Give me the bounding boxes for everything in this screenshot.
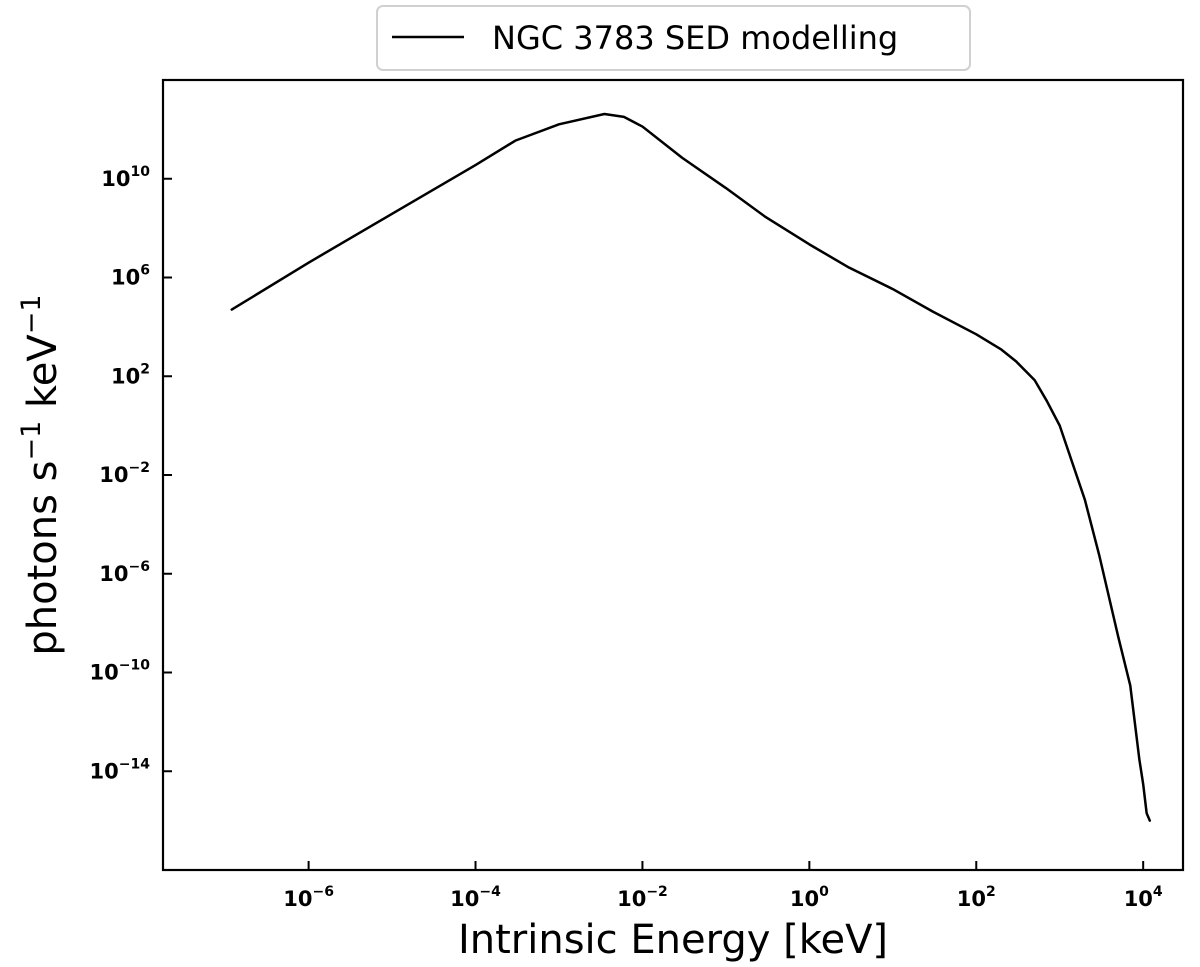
y-tick-base: 10 xyxy=(90,661,119,685)
y-tick-label: 10−2 xyxy=(99,460,150,487)
x-tick-label: 100 xyxy=(790,884,829,911)
x-tick-base: 10 xyxy=(1124,887,1153,911)
y-tick-exp: 10 xyxy=(131,164,151,180)
x-tick-label: 10−6 xyxy=(283,884,334,911)
y-tick-base: 10 xyxy=(111,266,140,290)
x-tick-label: 102 xyxy=(957,884,996,911)
y-axis-title-exp1: −1 xyxy=(16,421,47,461)
legend: NGC 3783 SED modelling xyxy=(376,5,971,71)
y-tick-label: 10−6 xyxy=(99,559,150,586)
y-axis-title-base: photons s xyxy=(20,460,66,655)
x-tick-base: 10 xyxy=(790,887,819,911)
legend-label: NGC 3783 SED modelling xyxy=(492,19,898,57)
y-tick-exp: −10 xyxy=(119,658,150,674)
x-tick-exp: −2 xyxy=(646,884,667,900)
y-axis-title-mid: keV xyxy=(20,334,66,421)
y-tick-exp: −6 xyxy=(129,559,150,575)
x-tick-label: 10−4 xyxy=(450,884,501,911)
x-tick-label: 10−2 xyxy=(617,884,668,911)
y-tick-base: 10 xyxy=(90,759,119,783)
plot-area xyxy=(161,78,1185,872)
x-tick-exp: −4 xyxy=(479,884,501,900)
x-tick-exp: 0 xyxy=(819,884,829,900)
y-tick-label: 10−10 xyxy=(90,658,151,685)
y-tick-label: 106 xyxy=(111,263,150,290)
x-tick-exp: −6 xyxy=(312,884,333,900)
y-tick-label: 10−14 xyxy=(90,756,151,783)
x-axis-title: Intrinsic Energy [keV] xyxy=(458,917,888,963)
y-tick-exp: 2 xyxy=(140,361,150,377)
y-tick-base: 10 xyxy=(111,364,140,388)
x-tick-base: 10 xyxy=(283,887,312,911)
y-tick-base: 10 xyxy=(99,463,128,487)
series-layer xyxy=(230,112,1152,822)
x-tick-base: 10 xyxy=(957,887,986,911)
series-line xyxy=(230,112,1152,822)
x-tick-exp: 2 xyxy=(986,884,996,900)
y-tick-base: 10 xyxy=(99,562,128,586)
y-tick-label: 102 xyxy=(111,361,150,388)
y-axis-title: photons s−1 keV−1 xyxy=(16,294,66,655)
x-tick-base: 10 xyxy=(450,887,479,911)
y-tick-label: 1010 xyxy=(101,164,150,191)
x-tick-label: 104 xyxy=(1124,884,1163,911)
y-tick-exp: −2 xyxy=(129,460,150,476)
y-tick-exp: 6 xyxy=(140,263,150,279)
y-axis-title-exp2: −1 xyxy=(16,294,47,334)
legend-box xyxy=(376,5,971,71)
x-tick-exp: 4 xyxy=(1153,884,1163,900)
x-axis-ticks: 10−6 10−4 10−2 100 102 104 xyxy=(283,861,1163,911)
y-tick-exp: −14 xyxy=(119,756,150,772)
x-tick-base: 10 xyxy=(617,887,646,911)
y-tick-base: 10 xyxy=(101,167,130,191)
